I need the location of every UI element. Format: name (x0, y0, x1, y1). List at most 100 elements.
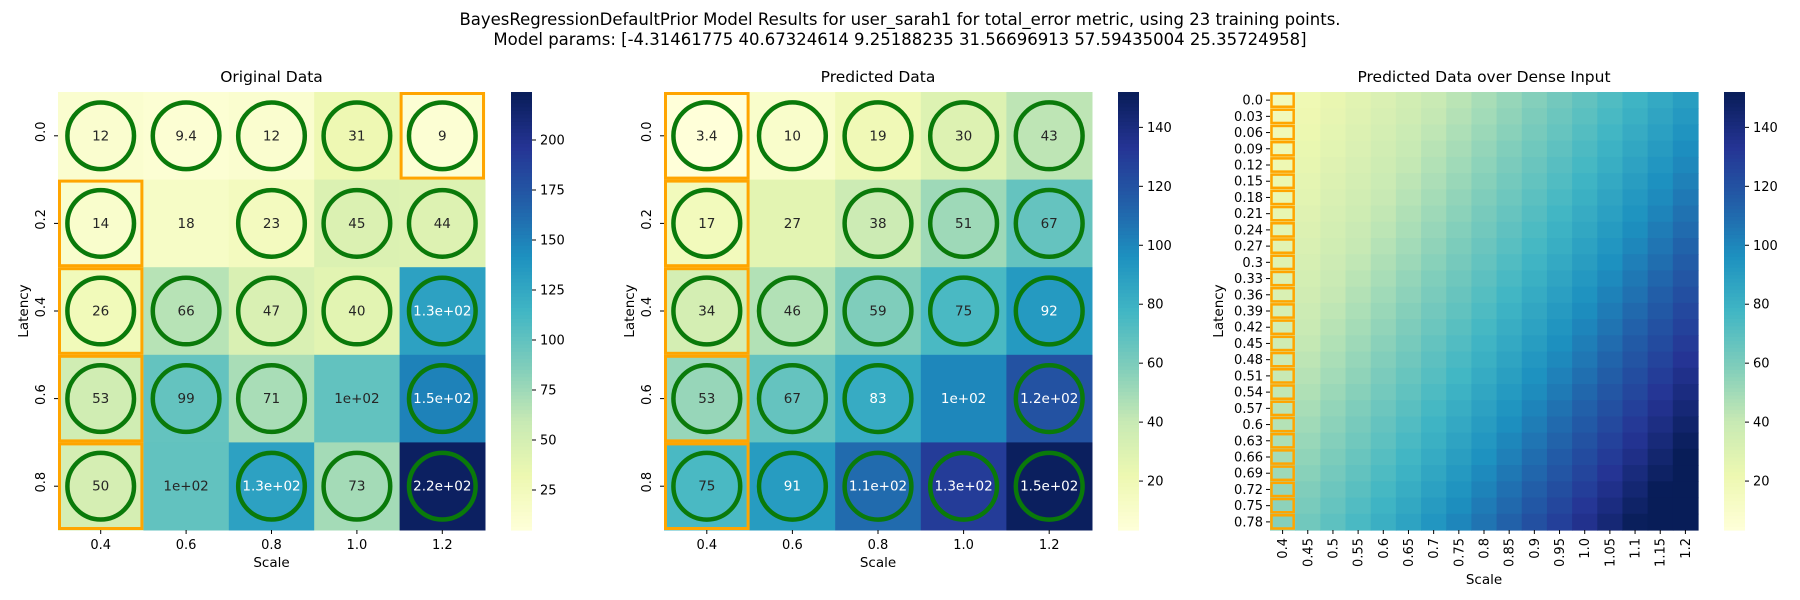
colorbar-segment (511, 486, 532, 491)
dense-cell (1471, 384, 1498, 401)
colorbar-segment (1724, 300, 1745, 305)
dense-cell (1471, 481, 1498, 499)
colorbar-segment (1118, 183, 1139, 188)
colorbar-segment (1118, 128, 1139, 133)
colorbar-segment (1724, 387, 1745, 392)
training-point-circle (756, 100, 829, 172)
heatmap-cell (749, 179, 836, 268)
highlight-box (1270, 222, 1295, 238)
cell-value-label: 1.3e+02 (242, 479, 300, 495)
dense-cell (1672, 156, 1699, 174)
cell-value-label: 59 (869, 304, 886, 320)
colorbar-segment (511, 347, 532, 352)
colorbar-segment (1724, 175, 1745, 181)
cell-value-label: 53 (698, 391, 715, 407)
cell-value-label: 1.5e+02 (413, 391, 471, 407)
colorbar-segment (511, 362, 532, 367)
dense-cell (1446, 302, 1473, 320)
colorbar-segment (1724, 234, 1745, 239)
dense-cell (1672, 270, 1699, 288)
colorbar-segment (511, 442, 532, 447)
dense-cell (1320, 189, 1347, 207)
dense-cell (1370, 221, 1397, 239)
colorbar-segment (1118, 511, 1139, 516)
colorbar-segment (1118, 314, 1139, 319)
colorbar-segment (511, 394, 532, 400)
dense-cell (1421, 221, 1447, 239)
training-point-circle (65, 450, 137, 522)
training-point-circle (406, 187, 478, 259)
colorbar-segment (511, 259, 532, 265)
y-tick-label: 0.12 (1234, 159, 1263, 174)
dense-cell (1672, 124, 1699, 142)
colorbar-segment (1118, 500, 1139, 506)
dense-cell (1521, 140, 1548, 158)
heatmap-cell (835, 92, 922, 181)
highlight-box (1270, 335, 1295, 352)
dense-cell (1597, 513, 1624, 531)
dense-cell (1471, 400, 1498, 418)
colorbar-segment (511, 475, 532, 480)
colorbar-segment (1118, 303, 1139, 308)
heatmap-cell (58, 354, 144, 443)
dense-cell (1345, 286, 1372, 304)
dense-cell (1446, 189, 1473, 207)
dense-cell (1672, 448, 1699, 466)
dense-cell (1270, 124, 1296, 142)
dense-cell (1496, 108, 1523, 126)
dense-cell (1521, 156, 1548, 174)
dense-cell (1622, 221, 1649, 239)
colorbar-segment (1724, 205, 1745, 210)
colorbar-segment (511, 197, 532, 203)
highlight-box (1270, 384, 1295, 400)
colorbar-segment (1118, 508, 1139, 513)
colorbar-segment (1724, 358, 1745, 363)
dense-cell (1572, 432, 1598, 450)
colorbar-segment (511, 157, 532, 162)
dense-cell (1597, 286, 1624, 304)
training-point-circle (671, 362, 743, 435)
dense-cell (1320, 400, 1347, 418)
colorbar-segment (1724, 208, 1745, 214)
heatmap-cell (228, 92, 315, 181)
colorbar-segment (511, 289, 532, 294)
dense-cell (1597, 270, 1624, 288)
highlight-box (1270, 205, 1295, 222)
dense-cell (1622, 351, 1649, 369)
y-tick-label: 0.39 (1234, 305, 1263, 320)
colorbar-segment (1724, 394, 1745, 400)
colorbar-segment (1118, 285, 1139, 290)
training-point-circle (150, 275, 222, 347)
dense-cell (1546, 286, 1573, 304)
colorbar-segment (511, 267, 532, 272)
dense-cell (1446, 400, 1473, 418)
colorbar-segment (1118, 216, 1139, 221)
dense-cell (1597, 351, 1624, 369)
colorbar-segment (1118, 475, 1139, 480)
colorbar-segment (1118, 150, 1139, 155)
dense-cell (1395, 432, 1422, 450)
dense-cell (1471, 416, 1498, 434)
dense-cell (1471, 465, 1498, 482)
colorbar-segment (511, 230, 532, 235)
colorbar-segment (511, 241, 532, 246)
colorbar-segment (1118, 248, 1139, 254)
dense-cell (1345, 351, 1372, 369)
y-tick-label: 0.6 (34, 384, 49, 405)
colorbar-segment (1118, 373, 1139, 378)
colorbar-segment (511, 409, 532, 414)
dense-cell (1320, 92, 1347, 109)
dense-cell (1647, 189, 1674, 207)
cell-value-label: 1.3e+02 (934, 479, 992, 495)
dense-cell (1471, 238, 1498, 255)
colorbar-segment (511, 500, 532, 506)
highlight-box (1270, 351, 1295, 368)
colorbar-segment (1118, 358, 1139, 363)
colorbar-segment (511, 325, 532, 330)
colorbar-segment (1724, 467, 1745, 473)
dense-cell (1320, 270, 1347, 288)
dense-cell (1597, 254, 1624, 272)
dense-cell (1421, 481, 1447, 499)
colorbar-segment (1724, 110, 1745, 115)
colorbar-segment (1724, 321, 1745, 327)
